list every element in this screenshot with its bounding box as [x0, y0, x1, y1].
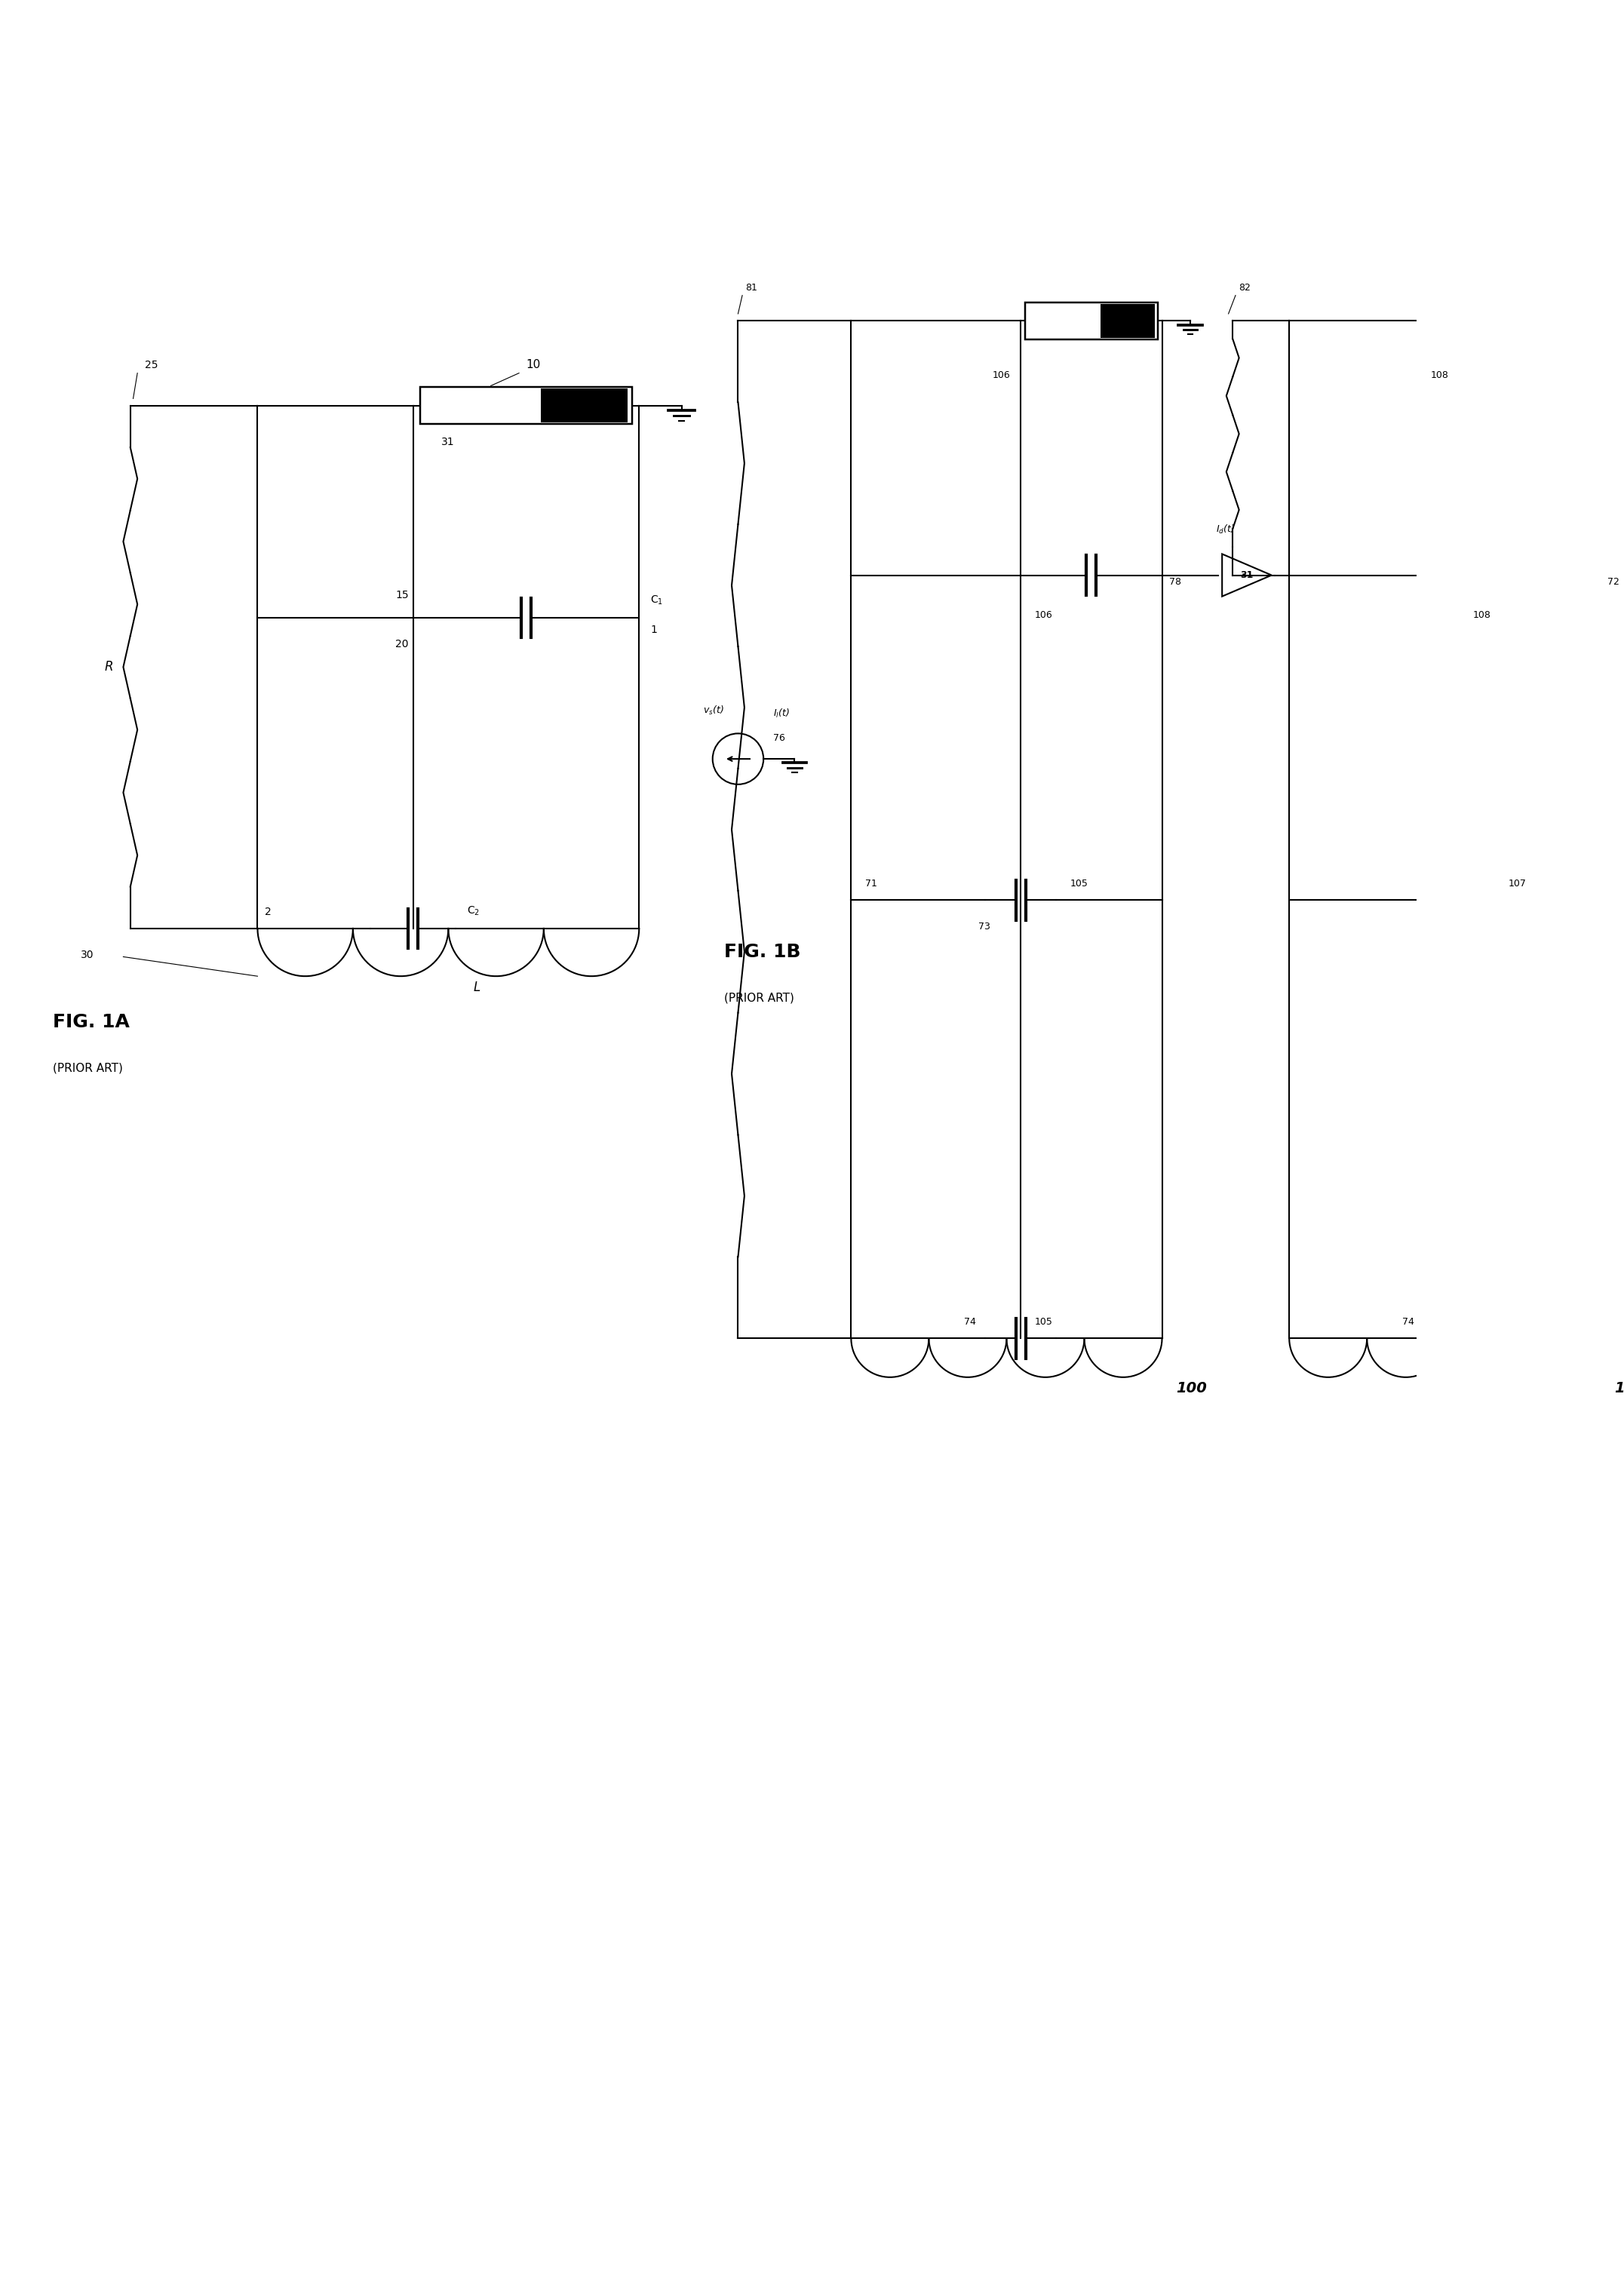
Text: 71: 71 — [866, 878, 877, 890]
Text: 106: 106 — [992, 370, 1010, 381]
Text: 81: 81 — [745, 283, 757, 292]
Text: I$_l$(t): I$_l$(t) — [773, 707, 789, 719]
Text: 105: 105 — [1070, 878, 1088, 890]
Text: R: R — [104, 659, 114, 673]
Text: 108: 108 — [1473, 611, 1491, 620]
Bar — [541, 388, 628, 422]
Bar — [1463, 303, 1596, 340]
Text: FIG. 1B: FIG. 1B — [724, 942, 801, 960]
Text: 73: 73 — [978, 922, 991, 931]
Bar — [421, 388, 632, 424]
Text: 108: 108 — [1431, 370, 1449, 381]
Text: C$_2$: C$_2$ — [466, 906, 479, 917]
Text: (PRIOR ART): (PRIOR ART) — [52, 1063, 123, 1074]
Text: 20: 20 — [396, 639, 409, 650]
Text: v$_s$(t): v$_s$(t) — [703, 705, 724, 716]
Text: 100: 100 — [1176, 1380, 1207, 1396]
Text: I$_d$(t): I$_d$(t) — [1216, 522, 1236, 536]
Text: 82: 82 — [1239, 283, 1250, 292]
Text: 74: 74 — [965, 1316, 976, 1328]
Text: 30: 30 — [81, 949, 94, 960]
Text: 78: 78 — [1169, 577, 1181, 586]
Text: 1: 1 — [651, 625, 658, 634]
Bar — [1540, 303, 1593, 338]
Text: 15: 15 — [396, 591, 409, 600]
Text: 25: 25 — [145, 360, 158, 370]
Text: (PRIOR ART): (PRIOR ART) — [724, 992, 794, 1004]
Text: 76: 76 — [773, 732, 786, 744]
Text: C$_1$: C$_1$ — [651, 593, 663, 607]
Text: 31: 31 — [1241, 570, 1254, 579]
Text: 2: 2 — [265, 906, 271, 917]
Text: L: L — [473, 981, 481, 995]
Text: 106: 106 — [1034, 611, 1052, 620]
Text: 74: 74 — [1402, 1316, 1415, 1328]
Text: 105: 105 — [1034, 1316, 1052, 1328]
Bar — [1025, 303, 1158, 340]
Text: 72: 72 — [1608, 577, 1619, 586]
Text: 31: 31 — [442, 436, 455, 447]
Text: 107: 107 — [1509, 878, 1527, 890]
Text: FIG. 1A: FIG. 1A — [52, 1013, 130, 1031]
Text: 10: 10 — [526, 358, 541, 370]
Bar — [1101, 303, 1155, 338]
Text: 101: 101 — [1614, 1380, 1624, 1396]
